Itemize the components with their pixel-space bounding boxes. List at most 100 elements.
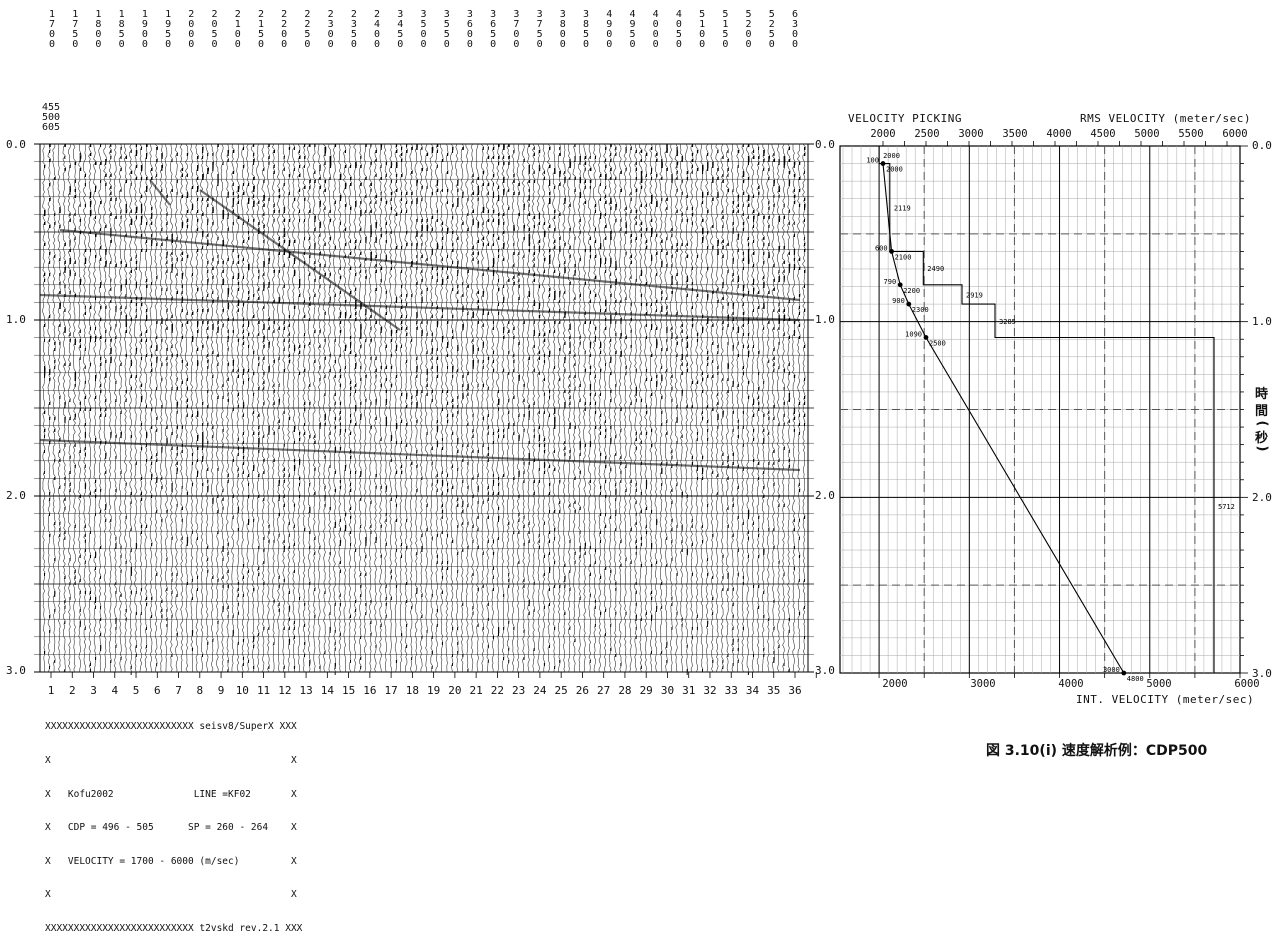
- seismic-trace: [139, 143, 143, 673]
- seismic-trace: [251, 143, 256, 673]
- header-velocity-code: 1 9 5 0: [165, 9, 172, 50]
- seismic-trace-fill: [207, 153, 209, 645]
- trace-number: 24: [533, 684, 547, 697]
- seismic-trace: [654, 143, 658, 673]
- seismic-trace-fill: [717, 150, 719, 495]
- seismic-trace-fill: [355, 162, 357, 612]
- info-line: X Kofu2002 LINE =KF02 X: [45, 788, 297, 800]
- seismic-trace: [353, 143, 357, 673]
- seismic-trace-fill: [600, 174, 602, 615]
- seismic-trace: [78, 143, 82, 673]
- seismic-trace: [797, 143, 801, 673]
- trace-number: 18: [405, 684, 419, 697]
- seismic-trace: [266, 143, 271, 673]
- seismic-trace-fill: [742, 144, 745, 630]
- header-velocity-code: 1 8 5 0: [118, 9, 125, 50]
- seismic-trace-fill: [691, 144, 694, 639]
- header-velocity-code: 2 0 0 0: [188, 9, 195, 50]
- seismic-reflector: [149, 179, 171, 206]
- seismic-trace: [363, 143, 368, 673]
- seismic-trace-fill: [344, 150, 347, 531]
- trace-number: 9: [217, 684, 225, 697]
- trace-number: 30: [660, 684, 675, 697]
- seismic-trace-fill: [543, 171, 546, 666]
- seismic-trace-fill: [350, 165, 352, 663]
- interval-velocity-line: [878, 146, 1215, 673]
- seismic-trace-fill: [140, 147, 143, 615]
- seismic-trace: [679, 143, 684, 673]
- time-label-right: 2.0: [815, 489, 835, 502]
- rms-pick-point: [897, 282, 903, 288]
- seismic-trace-fill: [554, 168, 556, 669]
- seismic-trace-fill: [44, 165, 46, 654]
- trace-number: 7: [175, 684, 182, 697]
- seismic-trace: [751, 143, 755, 673]
- trace-number: 16: [363, 684, 377, 697]
- header-velocity-code: 3 5 5 0: [443, 9, 450, 50]
- figure-caption: 図 3.10(i) 速度解析例：CDP500: [986, 743, 1208, 759]
- trace-number: 28: [618, 684, 632, 697]
- trace-number: 35: [767, 684, 781, 697]
- seismic-trace: [47, 143, 52, 673]
- seismic-trace: [501, 143, 505, 673]
- seismic-trace: [715, 143, 720, 673]
- seismic-traces: [42, 143, 806, 675]
- trace-number: 1: [47, 684, 55, 697]
- seismic-trace: [276, 143, 281, 673]
- seismic-trace: [368, 143, 373, 673]
- rms-tick: 2000: [870, 128, 896, 140]
- seismic-trace-fill: [161, 153, 163, 618]
- seismic-trace: [169, 143, 174, 673]
- seismic-trace-fill: [737, 150, 740, 663]
- vp-time-tick: 2.0: [1252, 491, 1272, 504]
- rms-tick: 5000: [1134, 128, 1160, 140]
- seismic-trace: [791, 143, 796, 673]
- seismic-trace-fill: [293, 147, 296, 669]
- seismic-trace-fill: [176, 153, 178, 636]
- seismic-trace: [399, 143, 403, 673]
- seismic-trace-fill: [640, 150, 643, 669]
- vp-time-tick: 1.0: [1252, 315, 1272, 328]
- trace-number: 14: [320, 684, 334, 697]
- time-axis-char: 時: [1255, 387, 1269, 402]
- seismic-trace-fill: [747, 144, 750, 675]
- seismic-trace: [460, 143, 465, 673]
- int-tick: 3000: [970, 678, 996, 690]
- seismic-trace: [557, 143, 561, 672]
- seismic-trace-fill: [441, 159, 444, 645]
- seismic-trace: [103, 143, 107, 673]
- seismic-trace: [108, 143, 113, 673]
- seismic-trace-fill: [339, 174, 342, 636]
- seismic-trace: [435, 143, 439, 672]
- seismic-trace: [725, 143, 730, 673]
- seismic-trace-fill: [242, 147, 245, 666]
- seismic-trace-fill: [222, 162, 224, 612]
- seismic-trace-fill: [395, 144, 398, 663]
- seismic-trace-fill: [278, 189, 281, 612]
- seismic-trace-fill: [253, 144, 255, 669]
- header-velocity-code: 5 2 0 0: [745, 9, 752, 50]
- seismic-trace-fill: [457, 180, 459, 654]
- seismic-trace-fill: [447, 153, 449, 570]
- seismic-trace: [587, 143, 592, 673]
- trace-number: 5: [132, 684, 140, 697]
- pick-time-label: 600: [875, 244, 888, 252]
- trace-number: 25: [554, 684, 568, 697]
- seismic-trace: [633, 143, 638, 673]
- seismic-trace: [317, 143, 322, 673]
- seismic-trace-fill: [671, 174, 673, 630]
- seismic-trace-fill: [130, 150, 133, 675]
- seismic-trace: [93, 143, 97, 673]
- seismic-trace: [118, 143, 123, 672]
- seismic-trace: [735, 143, 740, 673]
- stack-label: 455: [42, 102, 61, 113]
- interval-velocity-label: 2000: [883, 152, 900, 160]
- trace-number: 15: [341, 684, 356, 697]
- seismic-trace: [746, 143, 750, 673]
- seismic-trace-fill: [283, 156, 286, 669]
- seismic-trace-fill: [773, 153, 775, 663]
- seismic-trace-fill: [702, 165, 704, 672]
- rms-pick-point: [923, 335, 929, 340]
- rms-pick-point: [889, 249, 894, 254]
- seismic-trace-fill: [375, 150, 377, 648]
